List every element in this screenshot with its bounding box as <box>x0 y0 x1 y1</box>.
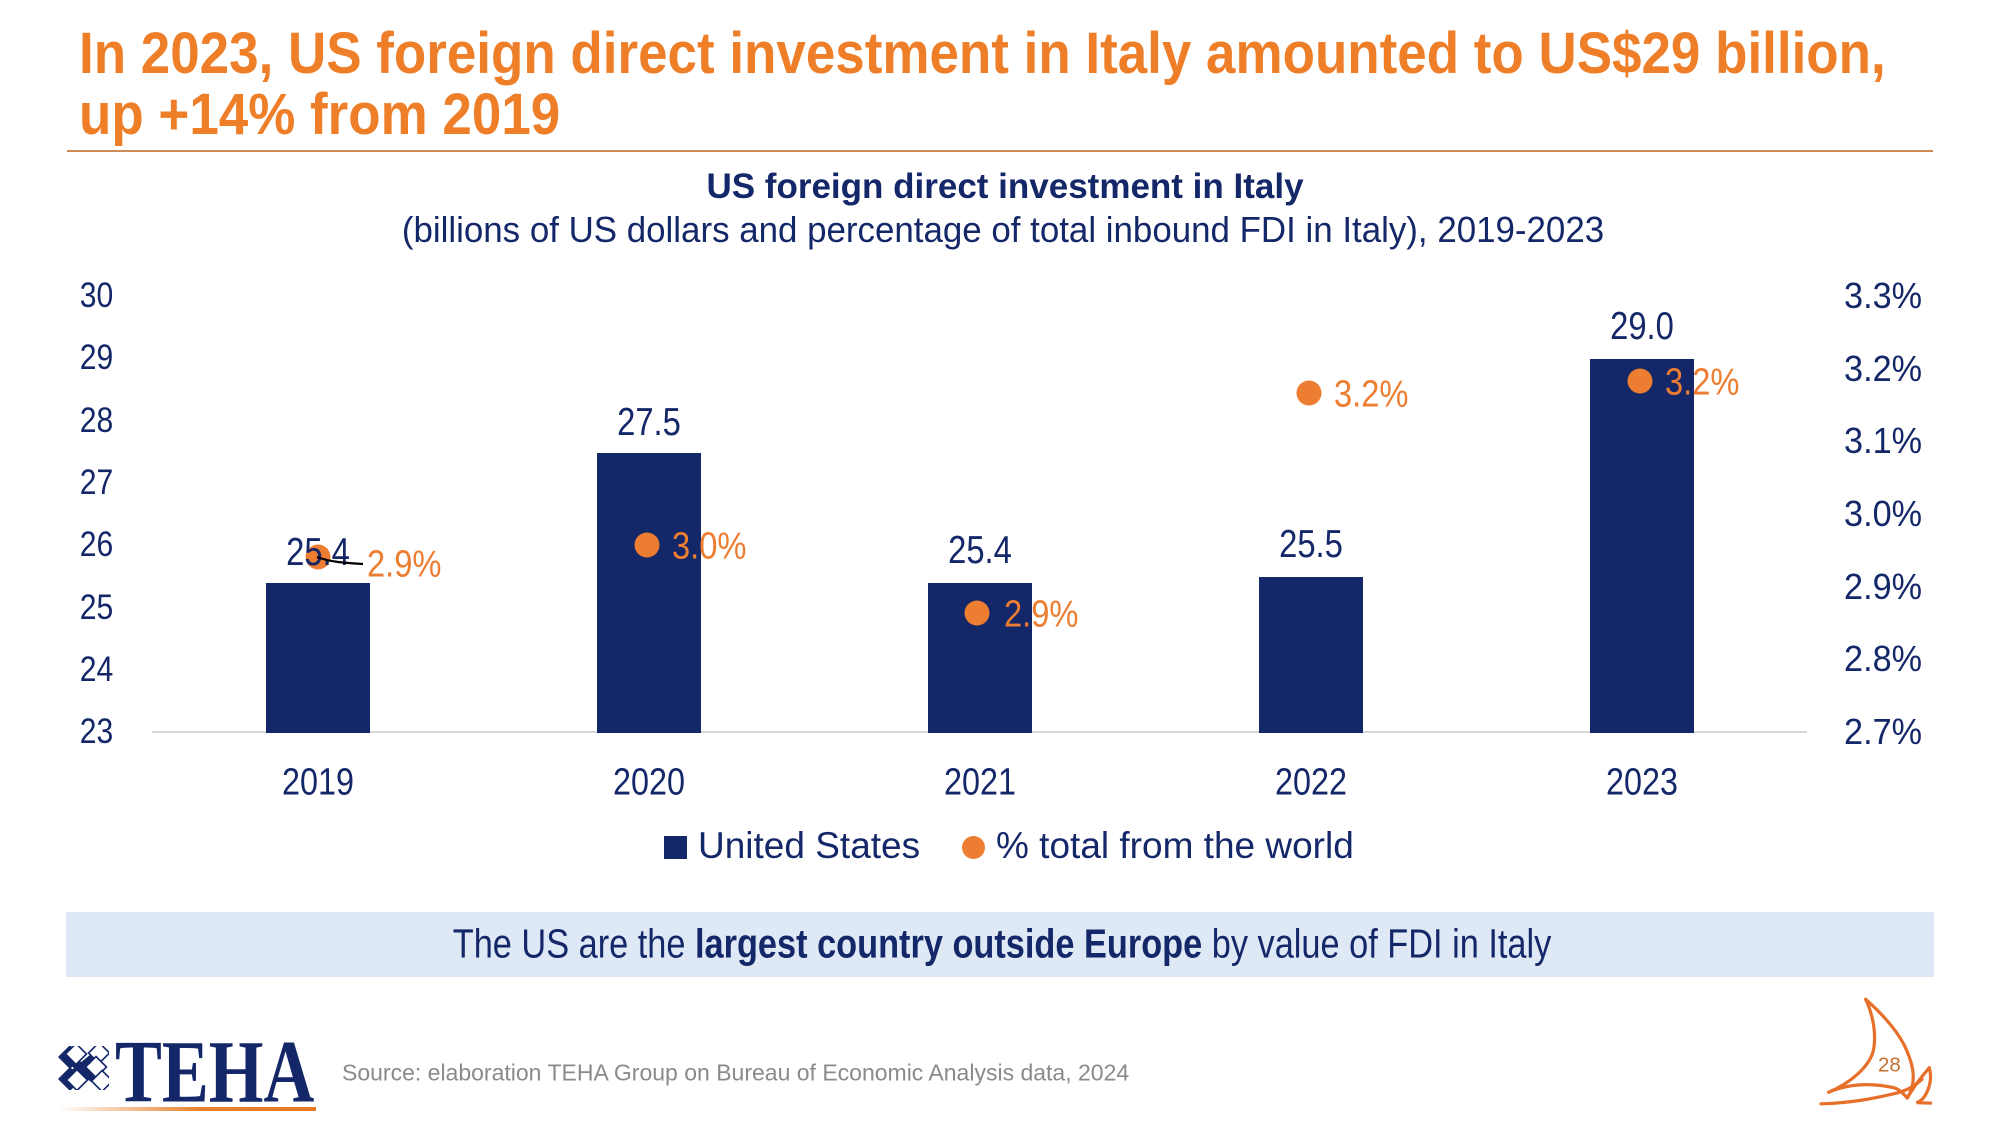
svg-text:28: 28 <box>1878 1053 1901 1076</box>
